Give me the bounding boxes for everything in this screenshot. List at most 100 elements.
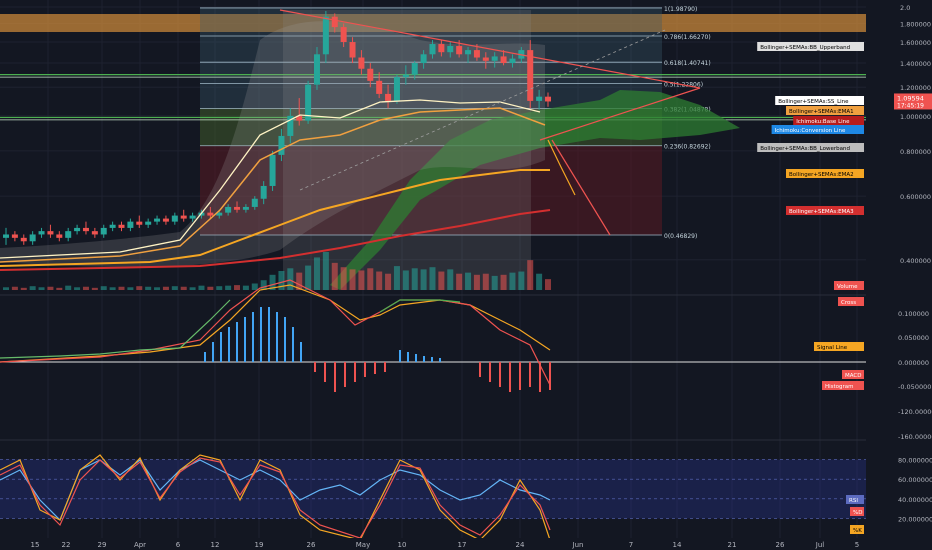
fib-levels: 1(1.98790) 0.786(1.66270) 0.618(1.40741) 0.… [0, 6, 866, 240]
indicator-label-text: Bollinger+SEMAs:BB_Lowerband [760, 146, 850, 152]
projection-orange [547, 139, 576, 196]
macd-histogram-bar [479, 362, 481, 377]
pane-label-text: MACD [845, 373, 862, 379]
candle-body [305, 84, 312, 121]
volume-bar [251, 283, 258, 290]
indicator-label-bg [775, 96, 864, 105]
price-tick: 0.600000 [900, 193, 931, 201]
candle-body [3, 234, 9, 238]
macd-histogram-bar [324, 362, 326, 382]
volume-bar [100, 286, 107, 290]
macd-histogram-bar [489, 362, 491, 382]
candle-body [180, 215, 187, 219]
candle-body [207, 212, 214, 216]
macd-histogram-bar [519, 362, 521, 390]
pane-label-text: Histogram [825, 384, 854, 390]
candle-body [349, 42, 356, 58]
macd-histogram-bar [252, 312, 254, 362]
candle-body [456, 46, 463, 55]
candle-body [47, 231, 54, 235]
macd-histogram-bar [300, 342, 302, 362]
candle-body [393, 77, 400, 101]
price-tick: 1.800000 [900, 21, 931, 29]
ema3-line [0, 209, 551, 271]
volume-bar [198, 285, 205, 290]
volume-bar [180, 286, 187, 290]
volume-bar [429, 267, 436, 290]
volume-bar [482, 273, 489, 290]
candle-body [20, 237, 27, 242]
candle-body [385, 93, 392, 101]
volume-bar [305, 265, 312, 290]
volume-bar [145, 286, 152, 290]
pane-label-text: %K [853, 528, 862, 534]
macd-pane [0, 279, 866, 392]
time-axis: 15 22 29 Apr 6 12 19 26 May 10 17 24 Jun 7 14 21 26 Jul 5 [0, 538, 932, 550]
volume-bar [393, 266, 400, 290]
volume-bar [509, 272, 516, 290]
candle-body [91, 231, 98, 235]
candle-body [313, 54, 320, 85]
time-tick: 6 [176, 541, 181, 549]
time-tick: 17 [458, 541, 467, 549]
volume-bar [216, 286, 223, 290]
candle-body [509, 58, 516, 64]
stoch-d-line [0, 457, 551, 539]
volume-bar [207, 286, 214, 290]
time-tick: Jun [572, 541, 584, 549]
volume-bar [456, 273, 463, 290]
volume-bar [331, 262, 338, 290]
pane-label-bg [850, 525, 864, 534]
macd-histogram-bar [284, 317, 286, 362]
macd-histogram-bar [212, 342, 214, 362]
price-label-value: 1.09594 [897, 94, 924, 102]
price-label-countdown: 17:45:19 [897, 102, 924, 109]
stoch-k-line [0, 454, 551, 541]
candle-body [100, 227, 107, 235]
volume-bar [465, 272, 472, 290]
indicator-label-text: Bollinger+SEMAs:EMA1 [789, 109, 854, 115]
trend-dashed [299, 29, 666, 191]
candle-body [376, 80, 383, 94]
price-tick: 0.400000 [900, 257, 931, 265]
volume-bar [500, 274, 507, 290]
volume-bar [358, 270, 365, 290]
candle-body [189, 215, 196, 219]
time-tick: 26 [776, 541, 785, 549]
time-tick: 5 [855, 541, 859, 549]
time-tick: 26 [307, 541, 316, 549]
volume-bar [527, 260, 534, 290]
volume-bar [287, 268, 294, 290]
indicator-label-bg [786, 206, 864, 215]
volume-bar [473, 274, 480, 290]
candle-body [260, 185, 267, 199]
volume-bar [65, 285, 72, 290]
time-tick: 21 [728, 541, 737, 549]
candle-body [38, 231, 45, 235]
candle-body [482, 57, 489, 61]
time-tick: 12 [211, 541, 220, 549]
macd-histogram-bar [364, 362, 366, 377]
candle-body [340, 27, 347, 43]
macd-histogram-bar [260, 307, 262, 362]
volume-bar [3, 287, 9, 290]
volume-bar [313, 257, 320, 290]
volume-bar [171, 286, 178, 290]
candle-body [429, 44, 436, 55]
macd-histogram-bar [292, 327, 294, 362]
candle-body [296, 115, 303, 121]
candle-body [242, 206, 249, 210]
indicator-label-text: Bollinger+SEMAs:EMA2 [789, 172, 854, 178]
price-tick: 1.200000 [900, 84, 931, 92]
volume-bar [385, 273, 392, 290]
candle-body [402, 74, 409, 78]
volume-bar [536, 273, 543, 290]
macd-histogram-bar [314, 362, 316, 372]
macd-histogram-bar [549, 362, 551, 390]
volume-bar [47, 286, 54, 290]
macd-histogram-bar [399, 350, 401, 362]
indicator-label-bg [793, 116, 864, 125]
bollinger-bands [0, 21, 545, 267]
time-tick: 14 [673, 541, 682, 549]
